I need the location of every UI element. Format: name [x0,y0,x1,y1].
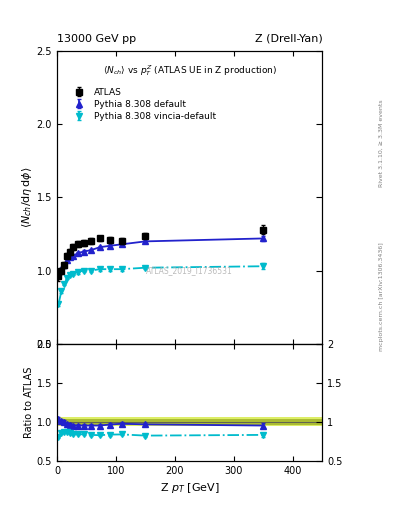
Legend: ATLAS, Pythia 8.308 default, Pythia 8.308 vincia-default: ATLAS, Pythia 8.308 default, Pythia 8.30… [67,85,219,124]
Bar [57,417,322,426]
Text: $\langle N_{ch}\rangle$ vs $p_{T}^{Z}$ (ATLAS UE in Z production): $\langle N_{ch}\rangle$ vs $p_{T}^{Z}$ (… [103,63,277,78]
X-axis label: Z $p_{T}$ [GeV]: Z $p_{T}$ [GeV] [160,481,219,495]
Y-axis label: $\langle N_{ch}/\mathrm{d}\eta\,\mathrm{d}\phi\rangle$: $\langle N_{ch}/\mathrm{d}\eta\,\mathrm{… [20,167,34,228]
Text: Rivet 3.1.10, ≥ 3.3M events: Rivet 3.1.10, ≥ 3.3M events [379,99,384,187]
Bar [57,419,322,424]
Text: mcplots.cern.ch [arXiv:1306.3436]: mcplots.cern.ch [arXiv:1306.3436] [379,243,384,351]
Text: Z (Drell-Yan): Z (Drell-Yan) [255,33,322,44]
Y-axis label: Ratio to ATLAS: Ratio to ATLAS [24,367,34,438]
Text: 13000 GeV pp: 13000 GeV pp [57,33,136,44]
Text: ATLAS_2019_I1736531: ATLAS_2019_I1736531 [146,266,233,275]
